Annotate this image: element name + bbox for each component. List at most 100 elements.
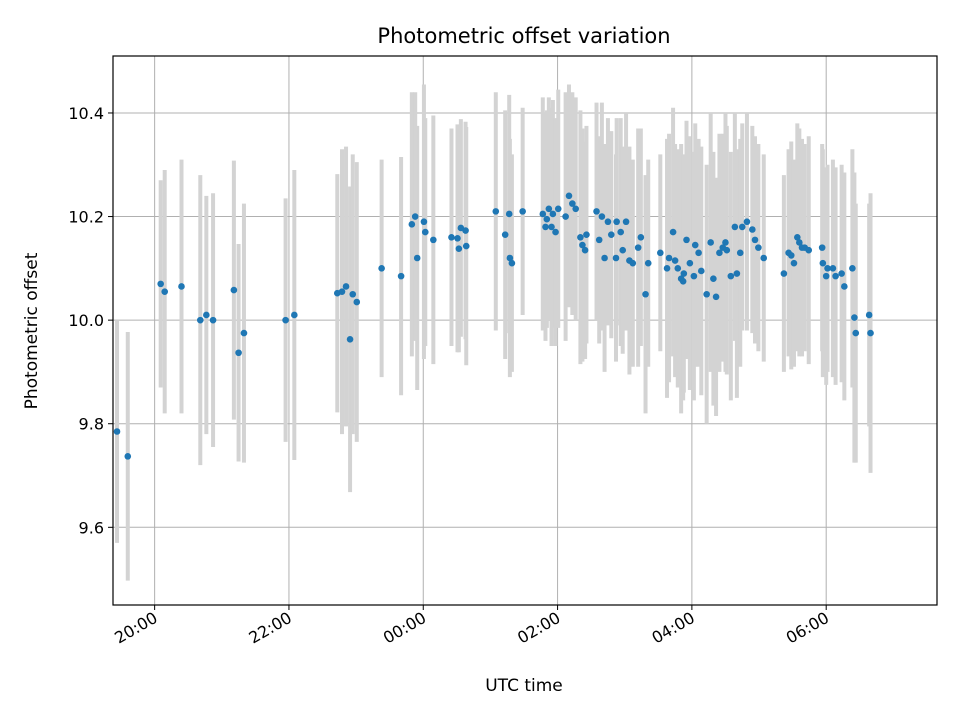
data-point bbox=[462, 227, 469, 234]
data-point bbox=[738, 223, 746, 231]
data-point bbox=[736, 249, 744, 257]
y-tick-label: 10.4 bbox=[68, 104, 104, 123]
x-axis-title: UTC time bbox=[485, 676, 563, 696]
data-point bbox=[607, 231, 615, 238]
data-point bbox=[695, 249, 702, 257]
data-point bbox=[867, 329, 874, 337]
data-point bbox=[581, 246, 589, 254]
data-point bbox=[413, 254, 421, 262]
data-point bbox=[554, 205, 562, 213]
data-point bbox=[598, 213, 606, 220]
y-tick-label: 9.6 bbox=[79, 518, 104, 537]
data-point bbox=[501, 231, 509, 238]
data-point bbox=[680, 270, 688, 277]
data-point bbox=[790, 259, 798, 267]
data-point bbox=[338, 288, 346, 295]
data-point bbox=[760, 254, 768, 262]
data-point bbox=[642, 290, 649, 298]
data-point bbox=[492, 208, 500, 215]
data-point bbox=[545, 205, 553, 213]
data-point bbox=[230, 286, 238, 294]
data-point bbox=[691, 241, 699, 249]
data-point bbox=[353, 298, 361, 306]
data-point bbox=[505, 210, 513, 218]
data-point bbox=[832, 272, 839, 280]
data-point bbox=[865, 311, 873, 319]
data-point bbox=[197, 316, 204, 324]
data-point bbox=[697, 267, 705, 275]
data-point bbox=[203, 311, 210, 319]
data-point bbox=[669, 228, 677, 236]
data-point bbox=[577, 233, 584, 241]
data-point bbox=[637, 233, 645, 241]
data-point bbox=[852, 329, 860, 337]
y-tick-label: 9.8 bbox=[79, 415, 104, 434]
data-point bbox=[712, 293, 720, 301]
data-point bbox=[780, 270, 788, 277]
data-point bbox=[397, 272, 405, 280]
data-point bbox=[841, 283, 848, 290]
data-point bbox=[421, 228, 429, 236]
data-point bbox=[690, 272, 698, 280]
data-point bbox=[703, 290, 710, 298]
data-point bbox=[824, 265, 831, 272]
y-axis-title: Photometric offset bbox=[22, 252, 42, 409]
y-tick-label: 10.0 bbox=[68, 311, 104, 330]
data-point bbox=[851, 314, 858, 321]
data-point bbox=[601, 254, 608, 262]
data-point bbox=[548, 223, 555, 231]
data-point bbox=[209, 316, 217, 324]
data-point bbox=[829, 265, 837, 272]
data-point bbox=[629, 259, 637, 267]
data-point bbox=[604, 218, 612, 226]
data-point bbox=[549, 210, 557, 218]
data-point bbox=[617, 228, 624, 236]
data-point bbox=[663, 265, 671, 272]
data-point bbox=[727, 272, 735, 280]
data-point bbox=[448, 233, 455, 241]
data-point bbox=[722, 239, 729, 246]
data-point bbox=[342, 283, 350, 290]
data-point bbox=[657, 249, 664, 257]
data-point bbox=[679, 277, 687, 285]
data-point bbox=[378, 265, 385, 272]
data-point bbox=[595, 236, 603, 244]
data-point bbox=[665, 254, 673, 262]
data-point bbox=[849, 265, 856, 272]
data-point bbox=[818, 244, 826, 251]
data-point bbox=[731, 223, 739, 231]
data-point bbox=[613, 218, 620, 226]
y-tick-label: 10.2 bbox=[68, 208, 104, 227]
data-point bbox=[543, 215, 551, 223]
data-point bbox=[751, 236, 759, 244]
data-point bbox=[462, 242, 470, 250]
data-point bbox=[671, 257, 679, 264]
data-point bbox=[838, 270, 845, 277]
data-point bbox=[455, 245, 463, 252]
plot-frame bbox=[112, 55, 938, 606]
data-point bbox=[346, 336, 354, 343]
data-point bbox=[542, 223, 549, 231]
data-point bbox=[822, 272, 830, 280]
data-point bbox=[612, 254, 620, 262]
chart-title: Photometric offset variation bbox=[377, 24, 670, 48]
data-point bbox=[716, 249, 723, 257]
data-point bbox=[562, 213, 569, 220]
data-point bbox=[408, 221, 416, 228]
data-point bbox=[178, 283, 185, 290]
data-point bbox=[113, 428, 121, 435]
data-point bbox=[411, 213, 419, 220]
data-point bbox=[430, 236, 437, 244]
data-point bbox=[349, 290, 357, 298]
data-point bbox=[565, 192, 573, 200]
data-point bbox=[161, 288, 169, 295]
data-point bbox=[124, 453, 132, 460]
data-point bbox=[619, 246, 627, 254]
data-point bbox=[796, 239, 803, 246]
data-point bbox=[506, 254, 514, 262]
data-point bbox=[235, 349, 242, 357]
data-point bbox=[787, 252, 795, 259]
data-point bbox=[622, 218, 630, 226]
data-point bbox=[723, 246, 731, 254]
